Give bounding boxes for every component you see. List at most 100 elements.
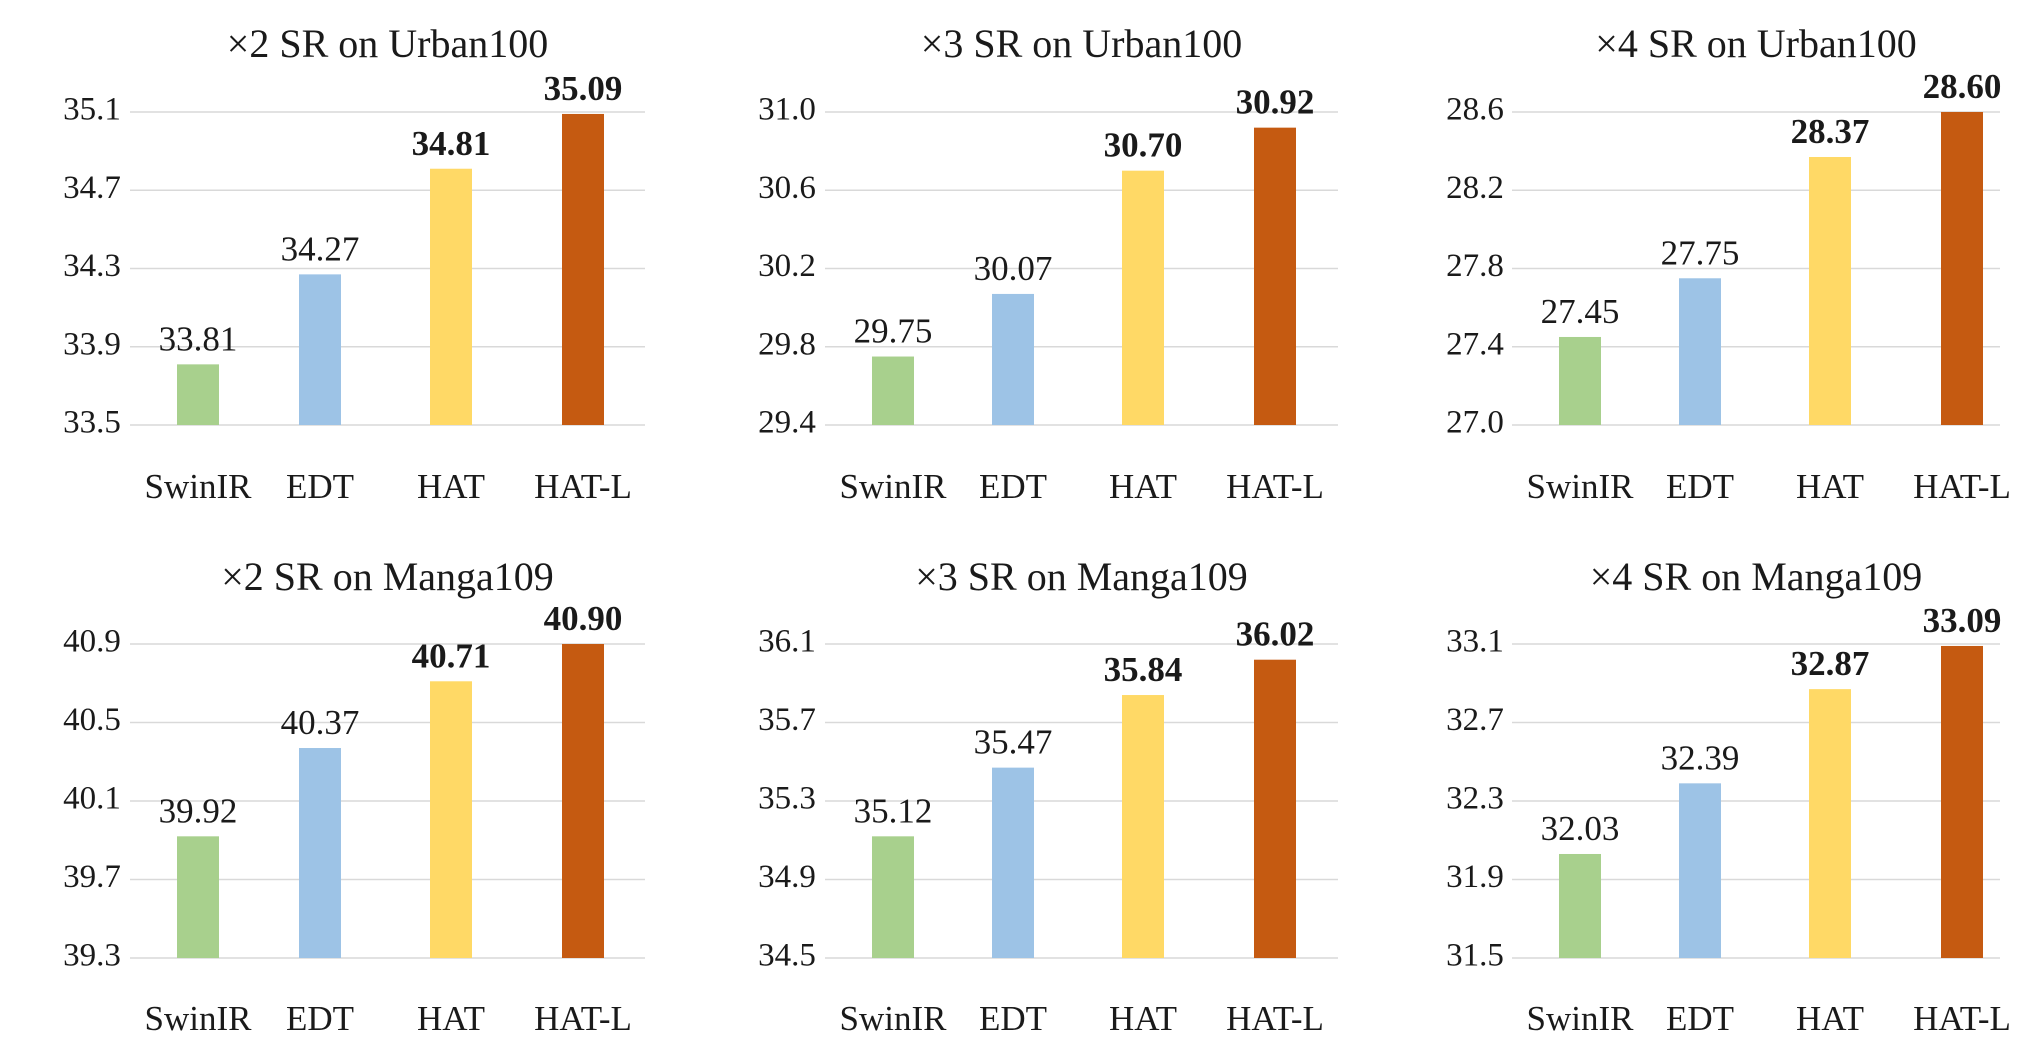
x-category-label: HAT-L xyxy=(1226,467,1324,506)
x-category-label: SwinIR xyxy=(145,467,253,506)
bar-hat xyxy=(1809,156,1851,425)
data-label: 34.81 xyxy=(412,124,491,163)
data-label: 27.75 xyxy=(1661,233,1740,272)
y-tick-label: 30.2 xyxy=(758,248,816,284)
chart-panel: ×4 SR on Urban100 27.0 27.4 27.8 28.2 28.6 27.… xyxy=(1446,21,2011,506)
bar-hat xyxy=(1122,695,1164,958)
y-tick-label: 35.1 xyxy=(63,92,121,128)
chart-panel: ×4 SR on Manga109 31.5 31.9 32.3 32.7 33.1 32.… xyxy=(1446,554,2011,1038)
x-category-label: EDT xyxy=(1666,467,1734,506)
chart-panel: ×3 SR on Urban100 29.4 29.8 30.2 30.6 31.0 29.… xyxy=(758,21,1338,506)
bar-hat-l xyxy=(562,113,604,426)
x-category-label: HAT xyxy=(1109,467,1177,506)
y-tick-label: 28.6 xyxy=(1446,92,1504,128)
y-tick-label: 33.5 xyxy=(63,405,121,441)
y-tick-label: 29.8 xyxy=(758,326,816,362)
bar-hat-l xyxy=(562,644,604,958)
bar-swinir xyxy=(177,836,219,958)
y-tick-label: 30.6 xyxy=(758,170,816,206)
chart-title: ×3 SR on Urban100 xyxy=(921,21,1242,66)
data-label: 40.71 xyxy=(412,636,491,675)
data-label: 40.37 xyxy=(281,703,360,742)
x-category-label: HAT-L xyxy=(1913,999,2011,1038)
bar-hat xyxy=(1122,170,1164,425)
y-tick-label: 40.1 xyxy=(63,781,121,817)
data-label: 33.81 xyxy=(159,319,238,358)
y-tick-label: 34.9 xyxy=(758,859,816,895)
bar-edt xyxy=(1679,278,1721,425)
data-label: 35.84 xyxy=(1104,650,1183,689)
y-tick-label: 34.5 xyxy=(758,938,816,974)
y-tick-label: 35.7 xyxy=(758,702,816,738)
data-label: 27.45 xyxy=(1541,292,1620,331)
y-tick-label: 36.1 xyxy=(758,624,816,660)
data-label: 29.75 xyxy=(854,312,933,351)
bar-swinir xyxy=(1559,336,1601,425)
x-category-label: HAT xyxy=(417,999,485,1038)
y-tick-label: 40.5 xyxy=(63,702,121,738)
x-category-label: EDT xyxy=(979,999,1047,1038)
data-label: 30.07 xyxy=(974,249,1053,288)
bar-hat xyxy=(430,168,472,425)
y-tick-label: 31.5 xyxy=(1446,938,1504,974)
data-label: 34.27 xyxy=(281,229,360,268)
chart-panel: ×3 SR on Manga109 34.5 34.9 35.3 35.7 36.1 35.… xyxy=(758,554,1338,1038)
x-category-label: SwinIR xyxy=(840,999,948,1038)
y-tick-label: 39.3 xyxy=(63,938,121,974)
y-tick-label: 28.2 xyxy=(1446,170,1504,206)
x-category-label: SwinIR xyxy=(1527,467,1635,506)
data-label: 32.39 xyxy=(1661,738,1740,777)
y-tick-label: 33.9 xyxy=(63,326,121,362)
x-category-label: HAT-L xyxy=(534,999,632,1038)
y-tick-label: 32.3 xyxy=(1446,781,1504,817)
data-label: 35.09 xyxy=(544,69,623,108)
bar-hat-l xyxy=(1254,659,1296,958)
chart-title: ×3 SR on Manga109 xyxy=(915,554,1248,599)
x-category-label: HAT xyxy=(417,467,485,506)
y-tick-label: 35.3 xyxy=(758,781,816,817)
x-category-label: HAT xyxy=(1796,467,1864,506)
data-label: 28.60 xyxy=(1923,67,2002,106)
data-label: 28.37 xyxy=(1791,112,1870,151)
x-category-label: EDT xyxy=(286,999,354,1038)
bar-edt xyxy=(299,748,341,958)
data-label: 30.70 xyxy=(1104,126,1183,165)
data-label: 32.03 xyxy=(1541,809,1620,848)
x-category-label: HAT-L xyxy=(1913,467,2011,506)
y-tick-label: 27.4 xyxy=(1446,326,1504,362)
chart-panel: ×2 SR on Urban100 33.5 33.9 34.3 34.7 35.1 33.… xyxy=(63,21,645,506)
data-label: 36.02 xyxy=(1236,615,1315,654)
bar-edt xyxy=(299,274,341,425)
y-tick-label: 34.3 xyxy=(63,248,121,284)
y-tick-label: 29.4 xyxy=(758,405,816,441)
bar-edt xyxy=(1679,783,1721,958)
y-tick-label: 33.1 xyxy=(1446,624,1504,660)
chart-title: ×2 SR on Urban100 xyxy=(227,21,548,66)
y-tick-label: 34.7 xyxy=(63,170,121,206)
data-label: 35.12 xyxy=(854,791,933,830)
y-tick-label: 32.7 xyxy=(1446,702,1504,738)
chart-title: ×2 SR on Manga109 xyxy=(221,554,554,599)
x-category-label: SwinIR xyxy=(145,999,253,1038)
x-category-label: SwinIR xyxy=(840,467,948,506)
chart-title: ×4 SR on Manga109 xyxy=(1590,554,1923,599)
data-label: 33.09 xyxy=(1923,601,2002,640)
data-label: 30.92 xyxy=(1236,83,1315,122)
chart-panel: ×2 SR on Manga109 39.3 39.7 40.1 40.5 40.9 39.… xyxy=(63,554,645,1038)
x-category-label: HAT xyxy=(1796,999,1864,1038)
bar-hat xyxy=(430,681,472,958)
bar-swinir xyxy=(872,356,914,425)
data-label: 32.87 xyxy=(1791,644,1870,683)
bar-edt xyxy=(992,767,1034,958)
y-tick-label: 27.0 xyxy=(1446,405,1504,441)
data-label: 35.47 xyxy=(974,723,1053,762)
data-label: 40.90 xyxy=(544,599,623,638)
chart-title: ×4 SR on Urban100 xyxy=(1595,21,1916,66)
y-tick-label: 31.0 xyxy=(758,92,816,128)
bar-hat-l xyxy=(1941,645,1983,958)
x-category-label: HAT-L xyxy=(534,467,632,506)
y-tick-label: 31.9 xyxy=(1446,859,1504,895)
x-category-label: HAT xyxy=(1109,999,1177,1038)
bar-swinir xyxy=(872,836,914,958)
